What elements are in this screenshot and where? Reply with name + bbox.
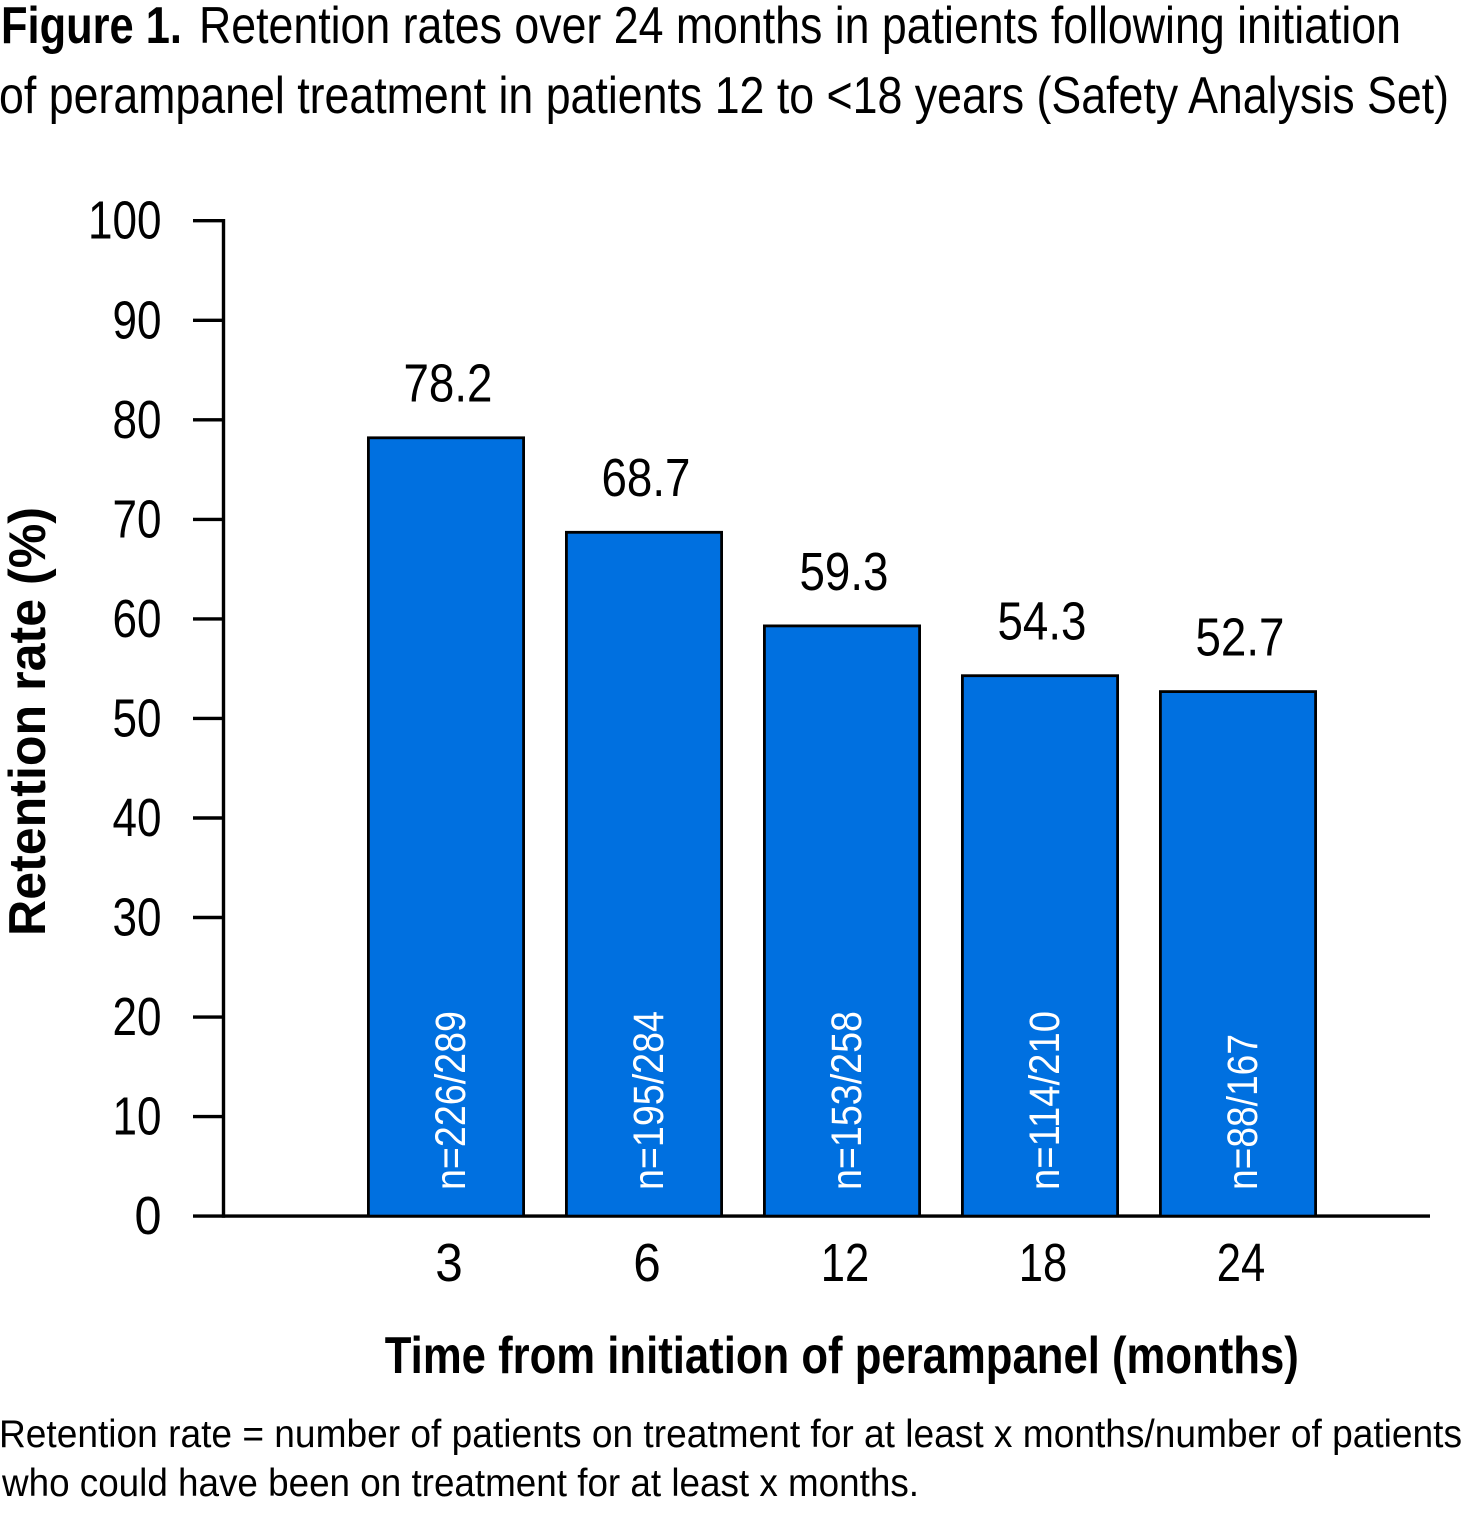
svg-text:24: 24 [1217,1234,1266,1293]
svg-text:68.7: 68.7 [602,449,691,508]
svg-text:Retention rate = number of pat: Retention rate = number of patients on t… [0,1413,1462,1456]
svg-text:60: 60 [113,590,162,649]
svg-text:50: 50 [113,689,162,748]
svg-text:Figure 1.: Figure 1. [1,0,182,55]
svg-text:30: 30 [113,889,162,948]
svg-text:78.2: 78.2 [404,354,493,413]
svg-text:59.3: 59.3 [800,543,889,602]
svg-text:12: 12 [821,1234,870,1293]
svg-text:18: 18 [1019,1234,1068,1293]
svg-text:Retention rates over 24 months: Retention rates over 24 months in patien… [199,0,1401,55]
svg-text:3: 3 [435,1234,463,1293]
svg-text:n=114/210: n=114/210 [1021,1011,1069,1190]
svg-text:54.3: 54.3 [998,593,1087,652]
svg-text:n=88/167: n=88/167 [1219,1034,1267,1190]
svg-text:who could have been on treatme: who could have been on treatment for at … [1,1462,919,1505]
svg-text:0: 0 [135,1187,162,1246]
svg-text:52.7: 52.7 [1196,609,1285,668]
svg-text:6: 6 [633,1234,661,1293]
svg-text:of perampanel treatment in pat: of perampanel treatment in patients 12 t… [0,67,1449,125]
svg-text:n=195/284: n=195/284 [625,1011,673,1190]
svg-text:20: 20 [113,988,162,1047]
svg-text:n=226/289: n=226/289 [427,1011,475,1190]
svg-text:Retention rate (%): Retention rate (%) [0,507,57,936]
svg-text:n=153/258: n=153/258 [823,1011,871,1190]
svg-text:90: 90 [113,291,162,350]
svg-text:80: 80 [113,391,162,450]
svg-text:100: 100 [88,192,162,251]
svg-text:70: 70 [113,490,162,549]
svg-text:40: 40 [113,789,162,848]
svg-text:10: 10 [113,1088,162,1147]
svg-text:Time from initiation of peramp: Time from initiation of perampanel (mont… [385,1327,1299,1385]
